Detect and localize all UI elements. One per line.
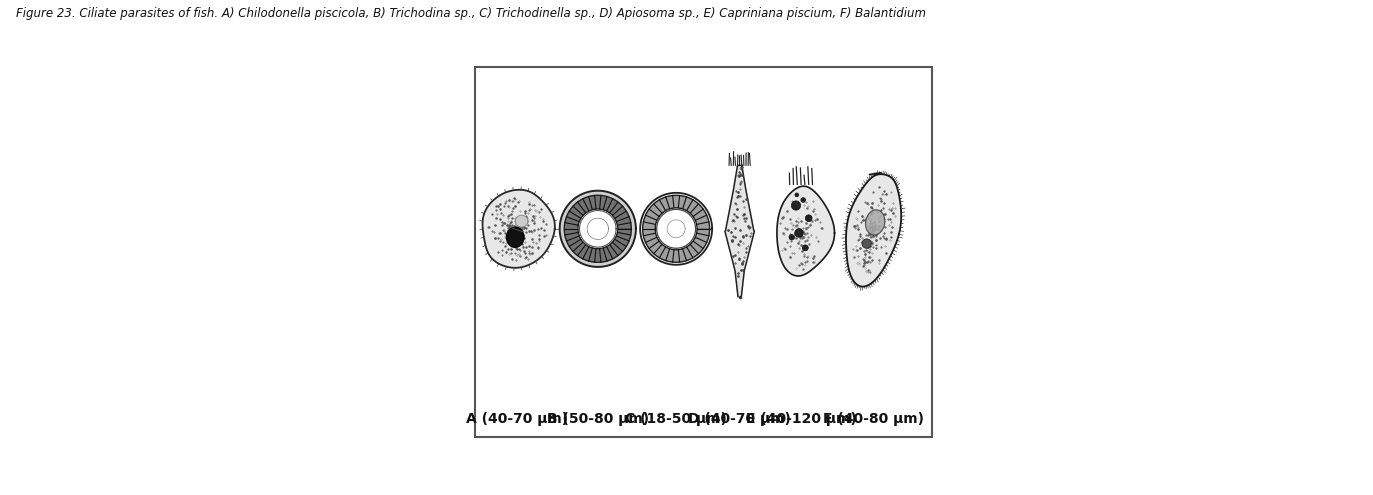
Polygon shape bbox=[846, 174, 901, 287]
Text: A (40-70 μm): A (40-70 μm) bbox=[467, 412, 568, 426]
Polygon shape bbox=[777, 186, 835, 276]
Text: F (40-80 μm): F (40-80 μm) bbox=[822, 412, 924, 426]
Ellipse shape bbox=[862, 239, 872, 248]
Text: B (50-80 μm): B (50-80 μm) bbox=[546, 412, 649, 426]
Text: C (18-50 μm): C (18-50 μm) bbox=[625, 412, 728, 426]
Ellipse shape bbox=[507, 227, 524, 248]
Polygon shape bbox=[725, 165, 754, 297]
Polygon shape bbox=[579, 210, 616, 247]
Ellipse shape bbox=[789, 235, 795, 240]
Text: Figure 23. Ciliate parasites of fish. A) Chilodonella piscicola, B) Trichodina s: Figure 23. Ciliate parasites of fish. A)… bbox=[16, 7, 927, 20]
Polygon shape bbox=[640, 193, 713, 265]
Polygon shape bbox=[560, 191, 636, 267]
Ellipse shape bbox=[865, 210, 884, 235]
Ellipse shape bbox=[795, 193, 799, 197]
Text: E (40-120 μm): E (40-120 μm) bbox=[746, 412, 857, 426]
Polygon shape bbox=[482, 190, 555, 268]
Text: D (40-70 μm): D (40-70 μm) bbox=[688, 412, 791, 426]
Ellipse shape bbox=[791, 201, 800, 210]
Ellipse shape bbox=[800, 198, 806, 202]
Ellipse shape bbox=[802, 245, 809, 251]
Ellipse shape bbox=[515, 215, 527, 227]
Polygon shape bbox=[656, 209, 696, 248]
Ellipse shape bbox=[795, 229, 803, 237]
FancyBboxPatch shape bbox=[475, 67, 932, 437]
Ellipse shape bbox=[806, 215, 811, 222]
